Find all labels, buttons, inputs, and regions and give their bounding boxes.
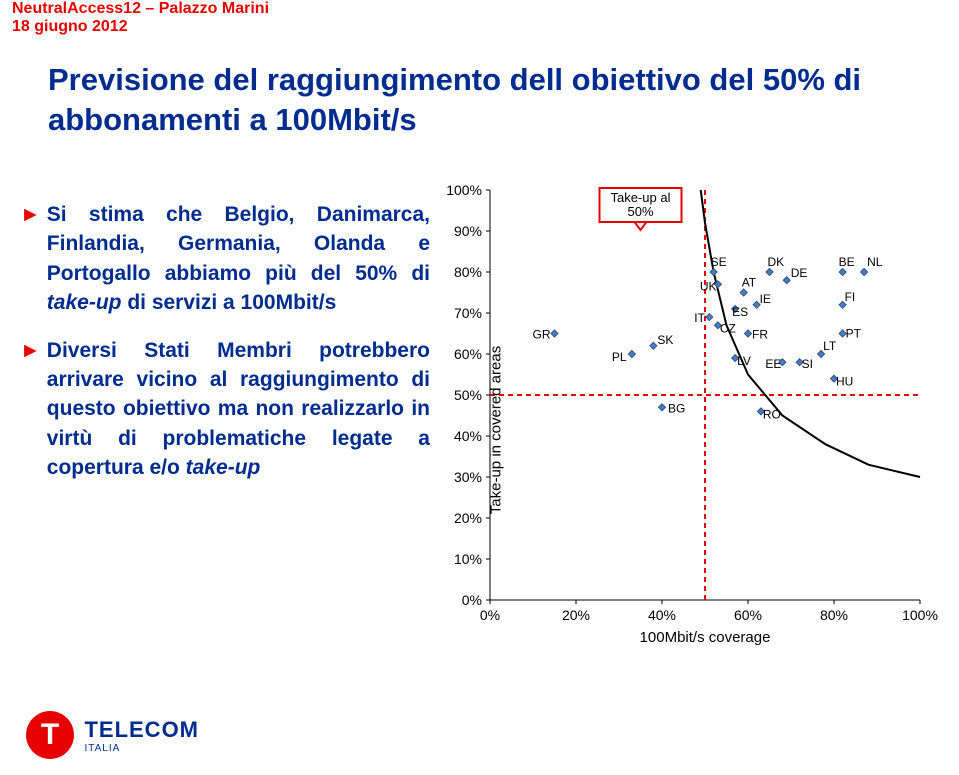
svg-text:40%: 40% xyxy=(454,428,482,444)
svg-text:FR: FR xyxy=(752,328,768,342)
svg-text:SE: SE xyxy=(711,255,727,269)
svg-text:70%: 70% xyxy=(454,305,482,321)
svg-text:10%: 10% xyxy=(454,551,482,567)
bullet-text: Diversi Stati Membri potrebbero arrivare… xyxy=(47,336,430,483)
slide-header: NeutralAccess12 – Palazzo Marini 18 giug… xyxy=(12,0,269,36)
logo-icon: T xyxy=(26,711,74,759)
svg-text:80%: 80% xyxy=(820,607,848,623)
bullet-text: Si stima che Belgio, Danimarca, Finlandi… xyxy=(47,200,430,318)
svg-text:RO: RO xyxy=(763,407,781,421)
text-column: ►Si stima che Belgio, Danimarca, Finland… xyxy=(20,200,430,501)
svg-text:BE: BE xyxy=(839,255,855,269)
svg-text:30%: 30% xyxy=(454,469,482,485)
svg-text:CZ: CZ xyxy=(720,321,736,335)
svg-text:UK: UK xyxy=(700,279,717,293)
chart-container: Take-up in covered areas 0% 10% 20% 30% 40% 5… xyxy=(420,180,940,680)
svg-text:SI: SI xyxy=(802,357,813,371)
svg-text:20%: 20% xyxy=(562,607,590,623)
svg-text:50%: 50% xyxy=(627,204,653,219)
svg-text:IE: IE xyxy=(760,292,771,306)
svg-text:NL: NL xyxy=(867,255,883,269)
svg-text:40%: 40% xyxy=(648,607,676,623)
svg-text:0%: 0% xyxy=(462,592,482,608)
header-date: 18 giugno 2012 xyxy=(12,18,269,36)
svg-text:SK: SK xyxy=(657,333,673,347)
svg-text:HU: HU xyxy=(836,375,853,389)
logo-main: TELECOM xyxy=(84,717,199,743)
svg-text:FI: FI xyxy=(845,290,856,304)
page-title: Previsione del raggiungimento dell obiet… xyxy=(48,60,908,141)
svg-text:PL: PL xyxy=(612,350,627,364)
svg-text:50%: 50% xyxy=(454,387,482,403)
svg-text:60%: 60% xyxy=(734,607,762,623)
svg-text:20%: 20% xyxy=(454,510,482,526)
svg-text:100%: 100% xyxy=(446,182,482,198)
svg-text:LV: LV xyxy=(737,354,751,368)
svg-text:BG: BG xyxy=(668,401,685,415)
svg-text:AT: AT xyxy=(742,276,757,290)
y-axis-label: Take-up in covered areas xyxy=(488,346,505,514)
svg-text:100%: 100% xyxy=(902,607,938,623)
svg-text:ES: ES xyxy=(732,305,748,319)
bullet-mark: ► xyxy=(20,200,41,318)
bullet-item: ►Si stima che Belgio, Danimarca, Finland… xyxy=(20,200,430,318)
svg-text:LT: LT xyxy=(823,339,837,353)
header-title: NeutralAccess12 – Palazzo Marini xyxy=(12,0,269,18)
svg-text:100Mbit/s coverage: 100Mbit/s coverage xyxy=(640,629,771,646)
svg-text:GR: GR xyxy=(533,328,551,342)
bullet-mark: ► xyxy=(20,336,41,483)
svg-text:0%: 0% xyxy=(480,607,500,623)
svg-text:DK: DK xyxy=(768,255,785,269)
telecom-logo: T TELECOM ITALIA xyxy=(26,711,199,759)
svg-text:PT: PT xyxy=(846,327,862,341)
svg-text:80%: 80% xyxy=(454,264,482,280)
logo-sub: ITALIA xyxy=(84,743,199,754)
svg-text:60%: 60% xyxy=(454,346,482,362)
svg-text:EE: EE xyxy=(765,357,781,371)
svg-text:90%: 90% xyxy=(454,223,482,239)
svg-text:IT: IT xyxy=(694,311,705,325)
svg-text:DE: DE xyxy=(791,266,808,280)
bullet-item: ►Diversi Stati Membri potrebbero arrivar… xyxy=(20,336,430,483)
svg-text:Take-up al: Take-up al xyxy=(611,190,671,205)
